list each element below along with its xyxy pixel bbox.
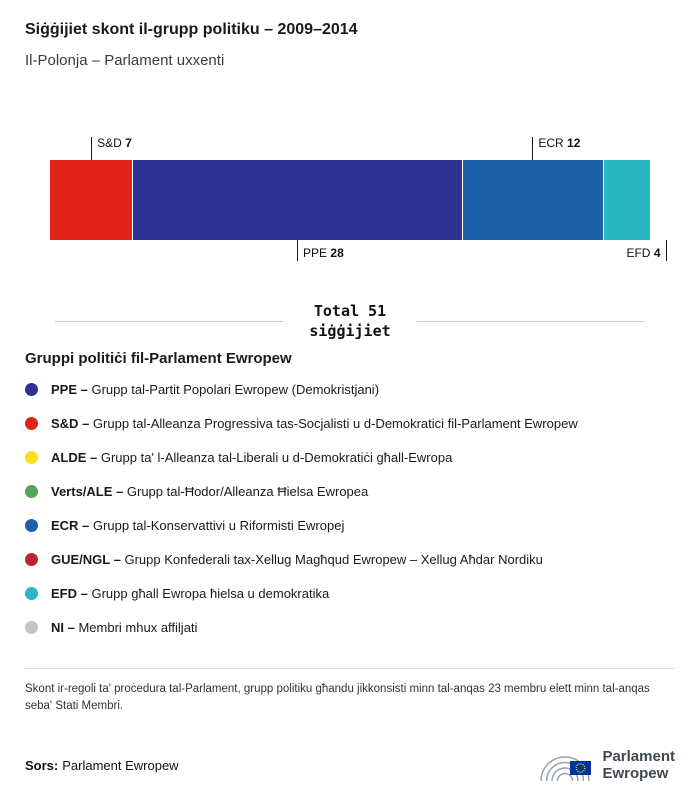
legend-abbr-ppe: PPE –	[51, 381, 88, 397]
ep-logo: Parlament Ewropew	[534, 742, 675, 788]
source-value: Parlament Ewropew	[62, 757, 179, 773]
legend-desc-efd: Grupp għall Ewropa ħielsa u demokratika	[91, 585, 330, 601]
legend-dot-ecr	[25, 519, 38, 533]
callout-label-ecr: ECR 12	[538, 136, 581, 151]
legend-dot-sd	[25, 417, 38, 431]
seats-chart: S&D 7 PPE 28 ECR 12 EFD 4	[50, 137, 667, 262]
legend-text-ni: NI – Membri mhux affiljati	[51, 620, 197, 636]
legend-heading: Gruppi politiċi fil-Parlament Ewropew	[25, 350, 292, 368]
legend-text-alde: ALDE – Grupp ta' l-Alleanza tal-Liberali…	[51, 450, 452, 466]
legend-item-ecr: ECR – Grupp tal-Konservattivi u Riformis…	[25, 518, 675, 534]
bar-segment-sd	[50, 160, 133, 241]
source-line: Sors: Parlament Ewropew	[25, 758, 179, 773]
legend-dot-vertsale	[25, 485, 38, 499]
legend-item-sd: S&D – Grupp tal-Alleanza Progressiva tas…	[25, 416, 675, 432]
footnote: Skont ir-regoli ta' proċedura tal-Parlam…	[25, 667, 675, 717]
legend-abbr-ni: NI –	[51, 619, 75, 635]
total-line1: Total 51	[313, 302, 387, 321]
callout-label-ppe: PPE 28	[303, 246, 344, 261]
legend-dot-guengl	[25, 553, 38, 567]
legend-dot-alde	[25, 451, 38, 465]
bar-callout-ppe: PPE 28	[297, 240, 344, 262]
page-subtitle: Il-Polonja – Parlament uxxenti	[25, 51, 225, 69]
legend-text-vertsale: Verts/ALE – Grupp tal-Ħodor/Alleanza Ħie…	[51, 484, 368, 500]
legend-text-sd: S&D – Grupp tal-Alleanza Progressiva tas…	[51, 416, 578, 432]
legend-desc-ecr: Grupp tal-Konservattivi u Riformisti Ewr…	[92, 517, 345, 533]
legend-desc-ni: Membri mhux affiljati	[78, 619, 198, 635]
legend-dot-efd	[25, 587, 38, 601]
legend-abbr-guengl: GUE/NGL –	[51, 551, 121, 567]
eu-flag-icon	[570, 761, 592, 776]
divider-line-left	[55, 321, 284, 323]
logo-line2: Ewropew	[602, 765, 669, 783]
legend-abbr-vertsale: Verts/ALE –	[51, 483, 124, 499]
legend-desc-alde: Grupp ta' l-Alleanza tal-Liberali u d-De…	[100, 449, 453, 465]
bar-segment-ecr	[461, 160, 603, 241]
legend-item-ni: NI – Membri mhux affiljati	[25, 620, 675, 636]
callout-label-sd: S&D 7	[97, 136, 132, 151]
bar-callout-efd: EFD 4	[626, 240, 667, 262]
ep-hemicycle-icon	[540, 756, 592, 782]
stacked-bar	[50, 160, 650, 241]
legend-item-alde: ALDE – Grupp ta' l-Alleanza tal-Liberali…	[25, 450, 675, 466]
legend-text-ecr: ECR – Grupp tal-Konservattivi u Riformis…	[51, 518, 344, 534]
callout-tick-sd	[91, 137, 93, 161]
bottom-row: Sors: Parlament Ewropew Parlament Ewropew	[25, 742, 675, 788]
legend-item-ppe: PPE – Grupp tal-Partit Popolari Ewropew …	[25, 382, 675, 398]
source-label: Sors:	[25, 757, 59, 773]
callout-label-efd: EFD 4	[626, 246, 661, 261]
legend-dot-ppe	[25, 383, 38, 397]
legend-text-efd: EFD – Grupp għall Ewropa ħielsa u demokr…	[51, 586, 329, 602]
legend-abbr-sd: S&D –	[51, 415, 90, 431]
callout-tick-ppe	[297, 240, 299, 262]
legend-abbr-alde: ALDE –	[51, 449, 98, 465]
total-divider: Total 51 siġġijiet	[55, 302, 645, 341]
legend-item-efd: EFD – Grupp għall Ewropa ħielsa u demokr…	[25, 586, 675, 602]
divider-line-right	[416, 321, 645, 323]
legend-abbr-efd: EFD –	[51, 585, 88, 601]
legend-item-guengl: GUE/NGL – Grupp Konfederali tax-Xellug M…	[25, 552, 675, 568]
total-seats: Total 51 siġġijiet	[283, 302, 416, 341]
total-line2: siġġijiet	[309, 321, 391, 340]
legend-list: PPE – Grupp tal-Partit Popolari Ewropew …	[25, 382, 675, 636]
bar-segment-efd	[602, 160, 650, 241]
legend-desc-ppe: Grupp tal-Partit Popolari Ewropew (Demok…	[91, 381, 380, 397]
page-title: Siġġijiet skont il-grupp politiku – 2009…	[25, 21, 358, 38]
legend-text-guengl: GUE/NGL – Grupp Konfederali tax-Xellug M…	[51, 552, 543, 568]
logo-line1: Parlament	[602, 747, 675, 765]
legend-item-vertsale: Verts/ALE – Grupp tal-Ħodor/Alleanza Ħie…	[25, 484, 675, 500]
callout-tick-efd	[665, 240, 667, 262]
bar-segment-ppe	[132, 160, 462, 241]
legend-desc-guengl: Grupp Konfederali tax-Xellug Magħqud Ewr…	[124, 551, 543, 567]
legend-desc-sd: Grupp tal-Alleanza Progressiva tas-Socja…	[92, 415, 578, 431]
ep-logo-text: Parlament Ewropew	[602, 748, 675, 783]
bar-callout-ecr: ECR 12	[532, 136, 581, 161]
legend-text-ppe: PPE – Grupp tal-Partit Popolari Ewropew …	[51, 382, 379, 398]
bar-callout-sd: S&D 7	[91, 136, 132, 161]
legend-desc-vertsale: Grupp tal-Ħodor/Alleanza Ħielsa Ewropea	[126, 483, 369, 499]
legend-abbr-ecr: ECR –	[51, 517, 90, 533]
callout-tick-ecr	[532, 137, 534, 161]
legend-dot-ni	[25, 621, 38, 635]
